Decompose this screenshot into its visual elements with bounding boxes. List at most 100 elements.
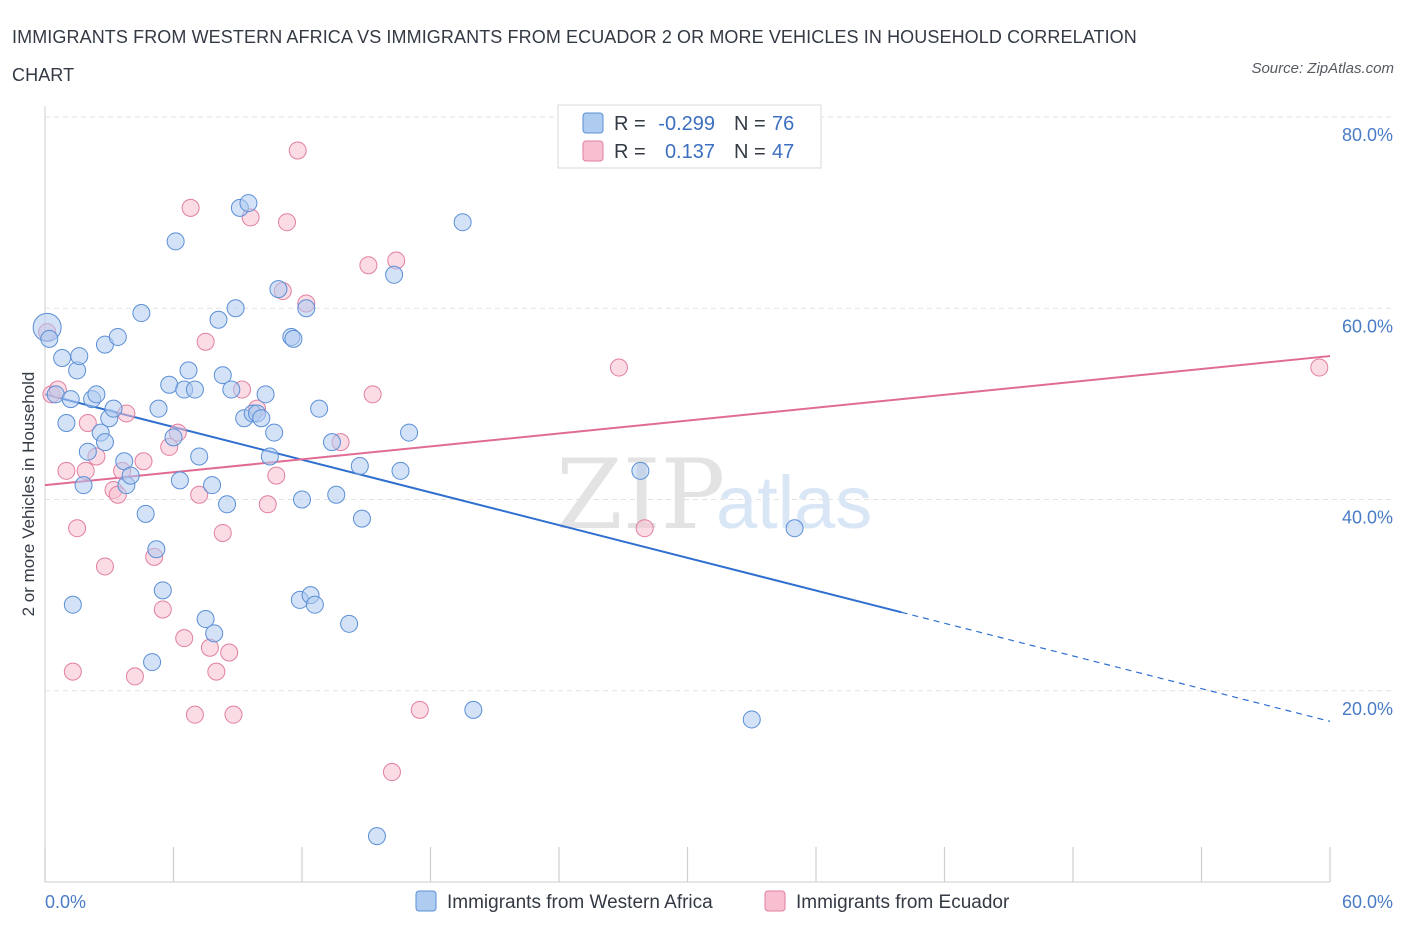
data-point-ecuador bbox=[134, 452, 153, 471]
data-point-ecuador bbox=[609, 358, 628, 377]
data-point-ecuador bbox=[635, 519, 654, 538]
data-point-ecuador bbox=[359, 256, 378, 275]
legend-r-value-1: -0.299 bbox=[658, 113, 715, 135]
data-point-western-africa bbox=[367, 827, 386, 846]
data-point-western-africa bbox=[265, 423, 284, 442]
data-point-western-africa bbox=[203, 476, 222, 495]
series-western-africa-points bbox=[32, 194, 804, 846]
trend-line-western-africa bbox=[44, 393, 902, 614]
data-point-ecuador bbox=[78, 414, 97, 432]
trend-line-western-africa-extension bbox=[901, 611, 1331, 722]
data-point-ecuador bbox=[125, 667, 144, 686]
legend-swatch-pink bbox=[582, 140, 604, 162]
data-point-western-africa bbox=[166, 232, 185, 251]
data-point-ecuador bbox=[1310, 358, 1329, 377]
data-point-ecuador bbox=[190, 485, 209, 504]
data-point-western-africa bbox=[284, 329, 303, 348]
data-point-western-africa bbox=[121, 466, 140, 485]
x-axis-ticks bbox=[44, 847, 1331, 882]
data-point-western-africa bbox=[179, 361, 198, 380]
data-point-western-africa bbox=[95, 433, 114, 452]
data-point-western-africa bbox=[239, 194, 258, 213]
data-point-western-africa bbox=[40, 329, 59, 348]
data-point-western-africa bbox=[104, 399, 123, 418]
data-point-ecuador bbox=[63, 662, 82, 681]
data-point-western-africa bbox=[70, 347, 89, 366]
legend-n-label-2: N = bbox=[734, 141, 766, 163]
data-point-western-africa bbox=[464, 700, 483, 719]
data-point-ecuador bbox=[224, 705, 243, 724]
data-point-western-africa bbox=[340, 614, 359, 633]
data-point-western-africa bbox=[209, 310, 228, 329]
trend-lines bbox=[44, 355, 1331, 722]
x-tick-label-min: 0.0% bbox=[45, 892, 86, 912]
data-point-western-africa bbox=[46, 385, 65, 404]
data-point-western-africa bbox=[170, 471, 189, 490]
data-point-ecuador bbox=[363, 385, 382, 404]
data-point-western-africa bbox=[185, 380, 204, 399]
data-point-western-africa bbox=[53, 348, 72, 367]
data-point-western-africa bbox=[136, 504, 155, 523]
data-point-western-africa bbox=[453, 213, 472, 232]
data-point-ecuador bbox=[185, 705, 204, 724]
y-tick-label: 60.0% bbox=[1342, 316, 1393, 336]
data-point-ecuador bbox=[207, 662, 226, 681]
data-point-ecuador bbox=[68, 519, 87, 538]
data-point-western-africa bbox=[190, 447, 209, 466]
data-point-western-africa bbox=[260, 447, 279, 466]
data-point-ecuador bbox=[213, 523, 232, 542]
data-point-western-africa bbox=[256, 385, 275, 404]
data-point-western-africa bbox=[74, 476, 93, 495]
data-point-ecuador bbox=[196, 332, 215, 351]
data-point-western-africa bbox=[785, 519, 804, 538]
data-point-ecuador bbox=[288, 141, 307, 160]
source-label: Source: ZipAtlas.com bbox=[1251, 60, 1394, 77]
data-point-western-africa bbox=[226, 299, 245, 318]
y-tick-label: 80.0% bbox=[1342, 125, 1393, 145]
data-point-western-africa bbox=[164, 428, 183, 447]
data-point-western-africa bbox=[78, 442, 97, 461]
y-tick-labels: 20.0% 40.0% 60.0% 80.0% bbox=[1342, 125, 1393, 719]
data-point-western-africa bbox=[218, 495, 237, 514]
legend-n-label-1: N = bbox=[734, 113, 766, 135]
bottom-legend-label-pink: Immigrants from Ecuador bbox=[796, 892, 1010, 913]
data-point-ecuador bbox=[410, 700, 429, 719]
data-point-western-africa bbox=[205, 624, 224, 643]
data-point-western-africa bbox=[61, 390, 80, 409]
data-point-western-africa bbox=[400, 423, 419, 442]
data-point-ecuador bbox=[382, 763, 401, 782]
data-point-western-africa bbox=[293, 490, 311, 509]
data-point-western-africa bbox=[327, 485, 346, 504]
data-point-western-africa bbox=[391, 461, 410, 480]
chart-title: IMMIGRANTS FROM WESTERN AFRICA VS IMMIGR… bbox=[12, 27, 1137, 85]
data-point-western-africa bbox=[108, 327, 127, 346]
data-point-western-africa bbox=[297, 299, 316, 318]
legend-r-label-2: R = bbox=[614, 141, 646, 163]
y-tick-label: 20.0% bbox=[1342, 699, 1393, 719]
y-axis-title: 2 or more Vehicles in Household bbox=[19, 372, 38, 617]
data-point-ecuador bbox=[181, 198, 200, 217]
data-point-western-africa bbox=[322, 433, 341, 452]
bottom-legend: Immigrants from Western Africa Immigrant… bbox=[415, 890, 1010, 913]
data-point-ecuador bbox=[95, 557, 114, 576]
data-point-western-africa bbox=[149, 399, 168, 418]
legend-n-value-2: 47 bbox=[772, 141, 794, 163]
data-point-western-africa bbox=[352, 509, 371, 528]
legend-box: R = -0.299 N = 76 R = 0.137 N = 47 bbox=[557, 104, 822, 169]
legend-swatch-blue bbox=[582, 112, 604, 134]
data-point-western-africa bbox=[160, 375, 179, 394]
legend-n-value-1: 76 bbox=[772, 113, 794, 135]
bottom-legend-swatch-pink bbox=[764, 890, 786, 912]
data-point-western-africa bbox=[143, 653, 162, 672]
data-point-western-africa bbox=[310, 399, 329, 418]
data-point-western-africa bbox=[631, 461, 650, 480]
data-point-western-africa bbox=[132, 304, 151, 323]
data-point-ecuador bbox=[267, 466, 286, 485]
data-point-ecuador bbox=[57, 461, 76, 480]
data-point-western-africa bbox=[153, 581, 172, 600]
data-point-ecuador bbox=[220, 643, 239, 662]
data-point-western-africa bbox=[147, 540, 166, 559]
data-point-western-africa bbox=[222, 380, 241, 399]
x-tick-label-max: 60.0% bbox=[1342, 892, 1393, 912]
